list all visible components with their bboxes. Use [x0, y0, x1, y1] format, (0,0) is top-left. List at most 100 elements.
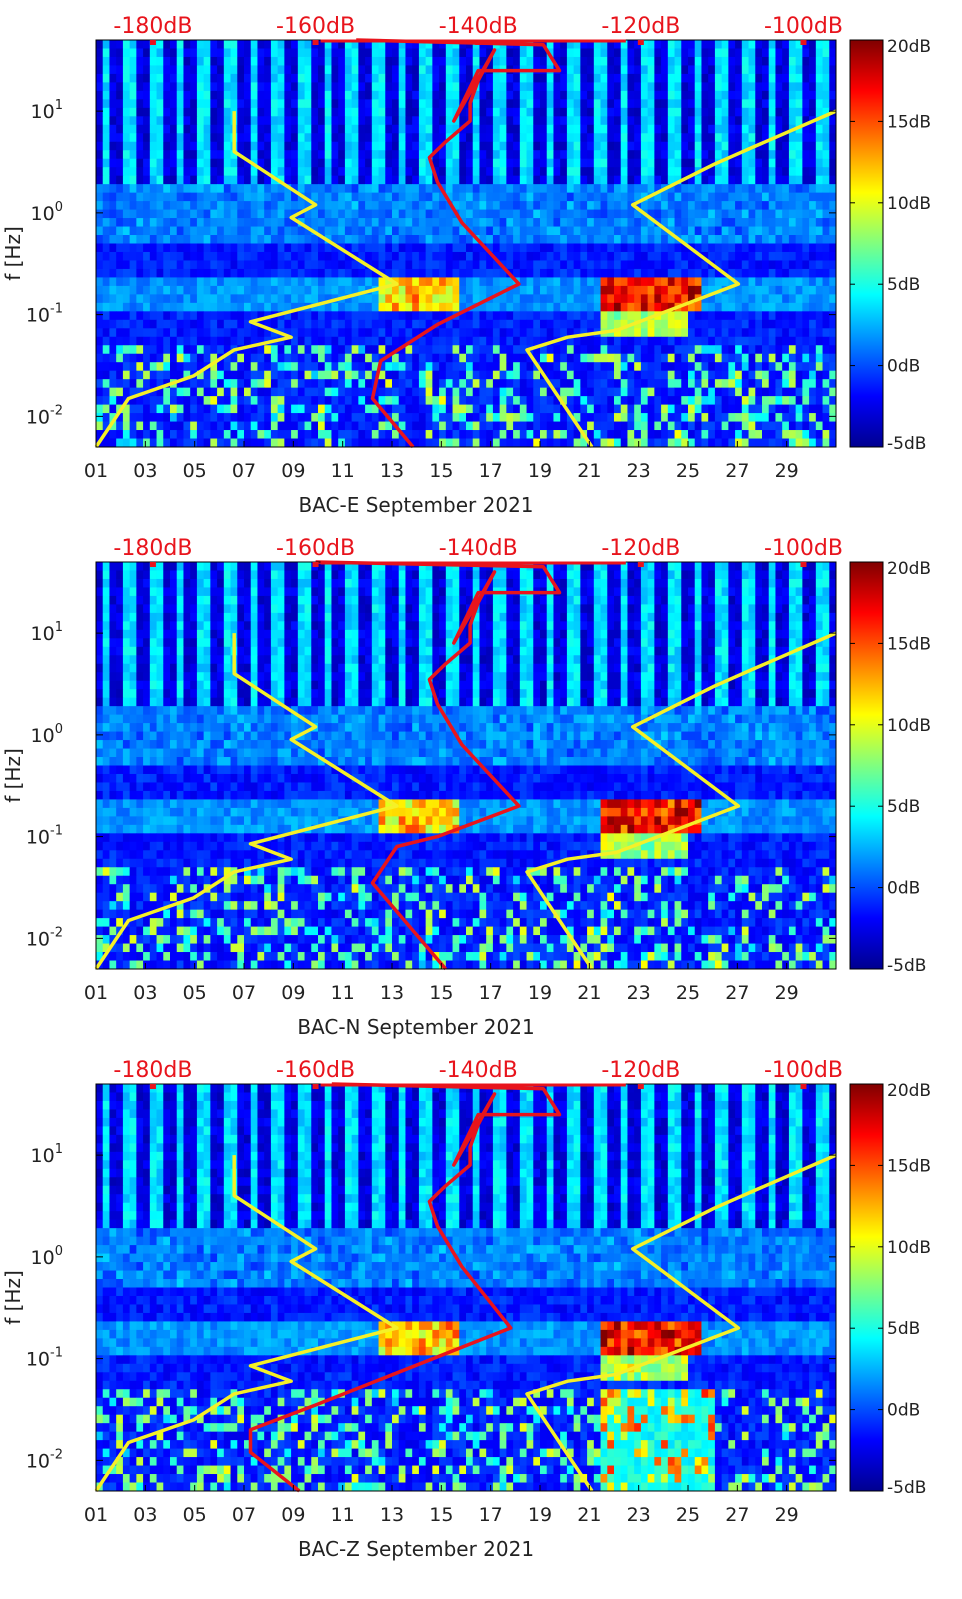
- spectrogram-cell: [264, 285, 272, 295]
- spectrogram-cell: [492, 387, 501, 397]
- spectrogram-cell: [748, 302, 756, 312]
- spectrogram-cell: [526, 226, 534, 236]
- spectrogram-cell: [762, 251, 770, 261]
- spectrogram-cell: [378, 243, 386, 253]
- spectrogram-cell: [647, 235, 655, 244]
- spectrogram-cell: [149, 133, 157, 143]
- spectrogram-cell: [136, 184, 144, 194]
- spectrogram-cell: [526, 124, 534, 134]
- spectrogram-cell: [802, 302, 810, 312]
- spectrogram-cell: [822, 150, 830, 160]
- spectrogram-cell: [418, 150, 427, 160]
- spectrogram-cell: [418, 243, 427, 253]
- spectrogram-cell: [714, 260, 723, 270]
- spectrogram-cell: [573, 387, 581, 397]
- spectrogram-cell: [344, 235, 353, 244]
- spectrogram-cell: [566, 158, 575, 168]
- spectrogram-cell: [405, 362, 413, 372]
- spectrogram-cell: [499, 396, 507, 406]
- spectrogram-cell: [439, 82, 447, 92]
- spectrogram-cell: [492, 158, 501, 168]
- spectrogram-cell: [681, 226, 689, 236]
- spectrogram-cell: [143, 192, 151, 202]
- spectrogram-cell: [614, 413, 622, 422]
- spectrogram-cell: [620, 218, 628, 227]
- spectrogram-cell: [499, 90, 507, 100]
- spectrogram-cell: [708, 387, 716, 397]
- spectrogram-cell: [728, 319, 736, 329]
- spectrogram-cell: [237, 362, 245, 372]
- spectrogram-cell: [318, 328, 326, 338]
- spectrogram-cell: [102, 413, 110, 422]
- spectrogram-cell: [600, 319, 608, 329]
- spectrogram-cell: [815, 285, 823, 295]
- spectrogram-cell: [513, 243, 521, 253]
- spectrogram-cell: [324, 116, 332, 126]
- spectrogram-cell: [627, 302, 635, 312]
- spectrogram-cell: [331, 82, 339, 92]
- spectrogram-cell: [210, 311, 218, 321]
- spectrogram-cell: [472, 192, 480, 202]
- spectrogram-cell: [351, 175, 359, 185]
- spectrogram-cell: [735, 141, 743, 151]
- spectrogram-cell: [96, 387, 104, 397]
- spectrogram-cell: [392, 260, 400, 270]
- spectrogram-cell: [533, 345, 541, 355]
- spectrogram-cell: [311, 243, 319, 253]
- spectrogram-cell: [546, 294, 554, 304]
- spectrogram-cell: [365, 150, 373, 160]
- spectrogram-cell: [735, 413, 743, 422]
- spectrogram-cell: [654, 209, 662, 219]
- spectrogram-cell: [196, 285, 205, 295]
- spectrogram-cell: [445, 73, 453, 83]
- spectrogram-cell: [526, 116, 534, 126]
- spectrogram-cell: [466, 404, 474, 414]
- spectrogram-cell: [540, 345, 548, 355]
- spectrogram-cell: [735, 107, 743, 117]
- spectrogram-cell: [587, 226, 595, 236]
- spectrogram-cell: [667, 379, 675, 389]
- spectrogram-cell: [210, 201, 218, 210]
- spectrogram-cell: [459, 133, 467, 143]
- spectrogram-cell: [607, 226, 615, 236]
- spectrogram-cell: [203, 387, 211, 397]
- spectrogram-cell: [654, 396, 662, 406]
- spectrogram-cell: [318, 201, 326, 210]
- spectrogram-cell: [190, 40, 198, 49]
- spectrogram-cell: [122, 40, 131, 49]
- spectrogram-cell: [257, 141, 265, 151]
- spectrogram-cell: [371, 141, 379, 151]
- spectrogram-cell: [492, 243, 501, 253]
- spectrogram-cell: [795, 251, 803, 261]
- spectrogram-cell: [620, 116, 628, 126]
- spectrogram-cell: [755, 268, 763, 278]
- spectrogram-cell: [304, 243, 312, 253]
- spectrogram-cell: [405, 107, 413, 117]
- spectrogram-cell: [755, 73, 763, 83]
- spectrogram-cell: [634, 404, 642, 414]
- spectrogram-cell: [304, 116, 312, 126]
- spectrogram-cell: [486, 235, 494, 244]
- spectrogram-cell: [472, 396, 480, 406]
- spectrogram-cell: [102, 90, 110, 100]
- spectrogram-cell: [654, 362, 662, 372]
- spectrogram-cell: [324, 56, 332, 66]
- spectrogram-cell: [143, 150, 151, 160]
- spectrogram-cell: [324, 294, 332, 304]
- spectrogram-cell: [519, 226, 527, 236]
- spectrogram-cell: [829, 192, 837, 202]
- spectrogram-cell: [257, 353, 265, 363]
- spectrogram-cell: [540, 192, 548, 202]
- spectrogram-cell: [627, 353, 635, 363]
- spectrogram-cell: [203, 133, 211, 143]
- spectrogram-cell: [459, 48, 467, 58]
- spectrogram-cell: [344, 218, 353, 227]
- spectrogram-cell: [809, 260, 817, 270]
- spectrogram-cell: [176, 413, 184, 422]
- spectrogram-cell: [392, 201, 400, 210]
- spectrogram-cell: [694, 56, 702, 66]
- spectrogram-cell: [183, 124, 191, 134]
- spectrogram-cell: [661, 336, 669, 346]
- spectrogram-cell: [768, 379, 776, 389]
- spectrogram-cell: [492, 285, 501, 295]
